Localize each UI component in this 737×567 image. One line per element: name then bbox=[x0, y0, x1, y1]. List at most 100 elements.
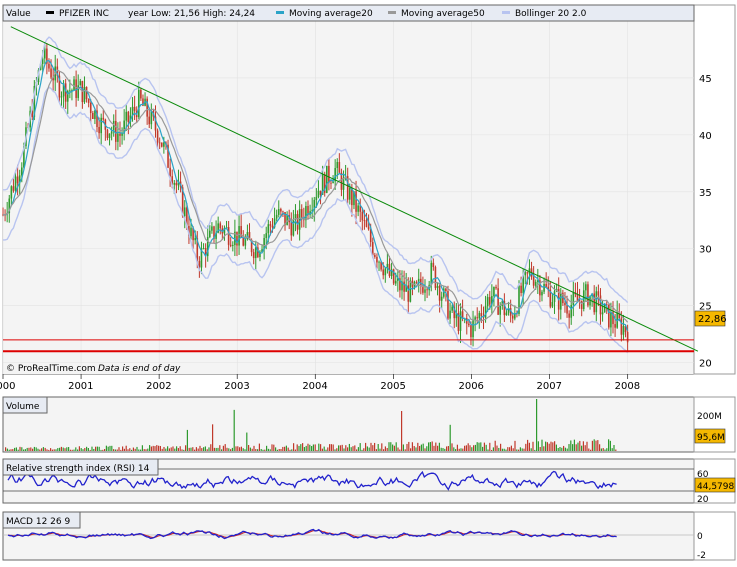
volume-bar bbox=[401, 411, 403, 451]
volume-bar bbox=[429, 442, 431, 451]
candle-body bbox=[112, 120, 115, 132]
volume-bar bbox=[383, 449, 385, 451]
volume-bar bbox=[244, 449, 246, 451]
volume-bar bbox=[492, 447, 494, 451]
candle-body bbox=[612, 312, 614, 325]
volume-bar bbox=[215, 447, 217, 451]
volume-bar bbox=[512, 448, 514, 451]
candle-body bbox=[167, 144, 169, 168]
volume-bar bbox=[222, 445, 224, 451]
volume-bar bbox=[266, 445, 268, 451]
volume-bar bbox=[372, 445, 374, 451]
candle-body bbox=[524, 272, 527, 276]
volume-bar bbox=[406, 443, 408, 451]
candle-body bbox=[202, 248, 205, 249]
volume-bar bbox=[296, 444, 298, 451]
volume-bar bbox=[248, 445, 250, 451]
volume-bar bbox=[597, 440, 599, 451]
volume-bar bbox=[368, 447, 370, 451]
volume-bar bbox=[57, 448, 59, 451]
candle-body bbox=[236, 231, 238, 246]
volume-bar bbox=[458, 448, 460, 451]
volume-bar bbox=[131, 449, 133, 451]
candle-body bbox=[190, 227, 192, 237]
volume-bar bbox=[509, 447, 511, 451]
candle-body bbox=[495, 286, 497, 289]
candle-body bbox=[119, 133, 121, 136]
volume-bar bbox=[449, 424, 451, 451]
trendline bbox=[10, 26, 699, 352]
candle-body bbox=[432, 262, 435, 268]
volume-bar bbox=[17, 449, 19, 451]
candle-body bbox=[505, 312, 508, 316]
volume-bar bbox=[464, 445, 466, 451]
legend-ma50: Moving average50 bbox=[401, 9, 485, 19]
candle-body bbox=[541, 291, 543, 296]
candle-body bbox=[313, 199, 316, 210]
candle-body bbox=[309, 211, 311, 215]
candle-body bbox=[160, 142, 163, 147]
candle-body bbox=[286, 215, 288, 226]
candle-body bbox=[75, 79, 77, 98]
candle-body bbox=[265, 233, 268, 239]
volume-bar bbox=[496, 445, 498, 451]
candle-body bbox=[595, 291, 598, 313]
volume-bar bbox=[6, 448, 8, 451]
volume-bar bbox=[242, 448, 244, 451]
candle-body bbox=[282, 211, 284, 213]
volume-bar bbox=[541, 439, 543, 451]
volume-bar bbox=[568, 444, 570, 451]
candle-body bbox=[440, 296, 443, 301]
legend-value-label: Value bbox=[6, 9, 31, 19]
candle-body bbox=[14, 176, 17, 191]
volume-bar bbox=[366, 446, 368, 451]
volume-bar bbox=[285, 445, 287, 451]
candle-body bbox=[305, 205, 307, 221]
candle-body bbox=[476, 317, 479, 319]
volume-bar bbox=[140, 449, 142, 451]
volume-bar bbox=[611, 448, 613, 451]
candle-body bbox=[92, 112, 94, 119]
volume-bar bbox=[444, 448, 446, 451]
candle-body bbox=[177, 181, 180, 186]
volume-bar bbox=[586, 441, 588, 451]
volume-bar bbox=[487, 449, 489, 451]
candle-body bbox=[593, 293, 596, 313]
volume-bar bbox=[249, 447, 251, 451]
volume-bar bbox=[12, 449, 14, 451]
volume-bar bbox=[221, 449, 223, 451]
candle-body bbox=[355, 191, 357, 212]
volume-bar bbox=[305, 445, 307, 451]
volume-bar bbox=[606, 448, 608, 451]
candle-body bbox=[209, 230, 211, 238]
volume-bar bbox=[273, 444, 275, 451]
volume-bar bbox=[579, 440, 581, 451]
candle-body bbox=[509, 308, 512, 316]
volume-axis-bg bbox=[693, 396, 736, 453]
candle-body bbox=[307, 205, 309, 215]
volume-bar bbox=[500, 443, 502, 451]
volume-bar bbox=[548, 443, 550, 451]
volume-bar bbox=[51, 449, 53, 451]
volume-bar bbox=[14, 447, 16, 451]
volume-bar bbox=[388, 442, 390, 451]
volume-bar bbox=[258, 443, 260, 451]
volume-bar bbox=[170, 447, 172, 451]
candle-body bbox=[52, 77, 54, 81]
volume-bar bbox=[150, 446, 152, 451]
candle-body bbox=[277, 209, 280, 215]
volume-bar bbox=[262, 449, 264, 451]
volume-bar bbox=[303, 447, 305, 451]
rsi-badge bbox=[694, 477, 736, 493]
volume-bar bbox=[393, 445, 395, 451]
volume-bar bbox=[345, 445, 347, 451]
volume-bar bbox=[519, 447, 521, 451]
volume-bar bbox=[62, 447, 64, 451]
volume-bar bbox=[37, 448, 39, 451]
candle-body bbox=[311, 209, 313, 212]
rsi-series bbox=[7, 470, 617, 491]
candle-body bbox=[12, 186, 15, 191]
price-tick-label: 35 bbox=[699, 188, 712, 199]
legend-ma20: Moving average20 bbox=[289, 9, 373, 19]
volume-bar bbox=[46, 449, 48, 451]
